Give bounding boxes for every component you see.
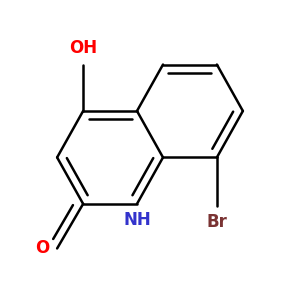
Text: NH: NH (123, 211, 151, 229)
Text: O: O (35, 239, 50, 257)
Text: Br: Br (206, 213, 227, 231)
Text: OH: OH (69, 39, 97, 57)
